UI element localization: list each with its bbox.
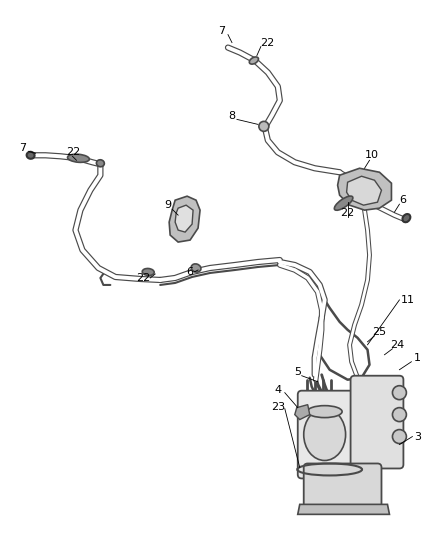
Text: 22: 22: [66, 147, 81, 157]
Text: 1: 1: [414, 353, 421, 363]
Polygon shape: [295, 405, 310, 419]
Ellipse shape: [249, 57, 258, 64]
Ellipse shape: [334, 196, 353, 210]
Text: 3: 3: [414, 432, 421, 441]
Ellipse shape: [191, 264, 201, 272]
Ellipse shape: [304, 409, 346, 461]
Text: 8: 8: [228, 111, 236, 122]
Ellipse shape: [403, 214, 410, 222]
Text: 25: 25: [372, 327, 387, 337]
Circle shape: [392, 408, 406, 422]
Circle shape: [392, 386, 406, 400]
Text: 7: 7: [219, 26, 226, 36]
Text: 22: 22: [340, 208, 355, 218]
Text: 23: 23: [271, 402, 285, 411]
Polygon shape: [346, 176, 381, 205]
Text: 7: 7: [19, 143, 26, 154]
Ellipse shape: [67, 154, 89, 163]
FancyBboxPatch shape: [304, 464, 381, 511]
Text: 11: 11: [400, 295, 414, 305]
Text: 6: 6: [399, 195, 406, 205]
Text: 4: 4: [274, 385, 281, 394]
Text: 10: 10: [364, 150, 378, 160]
Text: 6: 6: [187, 267, 194, 277]
Ellipse shape: [307, 406, 342, 417]
Text: 5: 5: [294, 367, 301, 377]
Polygon shape: [169, 196, 200, 242]
Ellipse shape: [142, 269, 154, 276]
Text: 22: 22: [260, 38, 274, 47]
Polygon shape: [338, 168, 392, 210]
Text: 24: 24: [390, 340, 405, 350]
Polygon shape: [175, 205, 193, 232]
Ellipse shape: [27, 152, 35, 159]
FancyBboxPatch shape: [350, 376, 403, 469]
Circle shape: [259, 122, 269, 131]
Polygon shape: [298, 504, 389, 514]
FancyBboxPatch shape: [298, 391, 364, 479]
Circle shape: [392, 430, 406, 443]
Ellipse shape: [96, 160, 104, 167]
Text: 22: 22: [136, 273, 150, 283]
Text: 9: 9: [165, 200, 172, 210]
